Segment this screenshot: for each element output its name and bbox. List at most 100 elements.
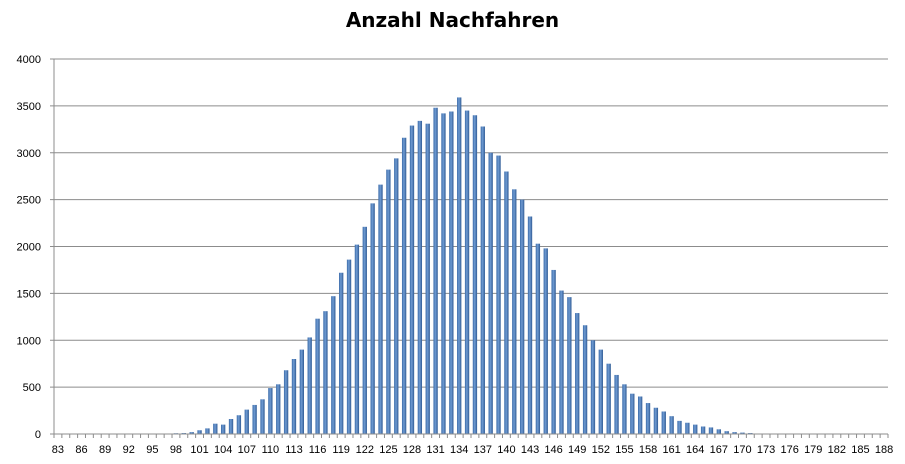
axes [50,58,889,438]
bar-109 [260,399,265,434]
x-tick-label: 137 [474,444,492,456]
x-tick-label: 149 [568,444,586,456]
bar-101 [197,430,202,434]
bar-142 [519,199,525,434]
bar-112 [283,370,289,434]
y-tick-label: 4000 [17,54,41,66]
x-tick-label: 86 [75,444,87,456]
bar-120 [346,259,352,434]
bar-163 [685,422,690,434]
x-tick-label: 158 [639,444,657,456]
bar-127 [401,137,407,434]
x-tick-label: 155 [615,444,633,456]
bar-118 [331,296,336,434]
bar-107 [244,409,249,434]
bar-100 [189,432,194,434]
bar-165 [700,426,706,434]
bar-150 [582,325,588,434]
x-tick-label: 140 [497,444,515,456]
bar-135 [464,110,470,434]
y-tick-label: 3500 [17,101,41,113]
x-tick-label: 170 [733,444,751,456]
x-tick-label: 113 [285,444,303,456]
x-tick-label: 173 [757,444,775,456]
bar-158 [645,403,651,434]
bar-147 [559,290,564,434]
bar-134 [457,97,462,434]
bar-103 [213,423,218,434]
bar-104 [220,424,226,434]
bar-138 [488,152,493,434]
bar-129 [417,120,423,434]
bar-105 [228,419,234,434]
bars [150,97,808,434]
x-tick-label: 182 [828,444,846,456]
x-tick-label: 134 [450,444,468,456]
y-tick-label: 0 [35,429,41,441]
bar-130 [425,123,430,434]
chart-title: Anzahl Nachfahren [345,8,560,32]
x-tick-label: 128 [403,444,421,456]
x-tick-label: 83 [52,444,64,456]
x-tick-label: 167 [710,444,728,456]
bar-169 [732,432,737,434]
bar-154 [614,374,619,434]
bar-111 [276,384,281,434]
x-tick-label: 119 [332,444,350,456]
bar-156 [630,393,635,434]
x-tick-label: 125 [379,444,397,456]
x-tick-label: 179 [804,444,822,456]
bar-167 [716,429,722,434]
x-tick-label: 98 [170,444,182,456]
bar-116 [315,318,320,434]
x-tick-label: 185 [851,444,869,456]
bar-152 [598,349,603,434]
bar-160 [661,411,666,434]
bar-162 [677,420,682,434]
bar-131 [433,107,438,434]
bar-125 [386,169,391,434]
y-tick-label: 2500 [17,195,41,207]
bar-170 [740,432,745,434]
x-tick-label: 164 [686,444,704,456]
bar-164 [693,424,698,434]
bar-143 [527,216,533,434]
bar-141 [512,189,517,434]
bar-159 [653,407,659,434]
bar-115 [307,337,312,434]
bar-161 [669,416,674,434]
x-tick-label: 110 [262,444,280,456]
bar-108 [252,404,257,434]
bar-166 [708,427,714,434]
bar-140 [504,171,509,434]
x-tick-label: 143 [521,444,539,456]
y-tick-label: 1000 [17,335,41,347]
x-tick-label: 89 [99,444,111,456]
bar-119 [339,272,344,434]
bar-122 [362,226,367,434]
bar-151 [590,340,596,434]
x-tick-label: 95 [146,444,158,456]
bar-113 [291,359,297,434]
bar-168 [724,431,729,434]
bar-132 [441,113,446,434]
grid-lines [54,58,888,388]
x-tick-label: 104 [214,444,232,456]
bar-149 [575,313,580,434]
bar-128 [409,125,415,434]
bar-153 [606,363,611,434]
bar-146 [551,269,556,434]
bar-114 [299,349,305,434]
x-axis-tick-labels: 83 86 89 92 95 98 101 104 107 110 113 116 119 122 125 1… [52,444,893,456]
bar-157 [637,396,643,434]
x-tick-label: 161 [662,444,680,456]
bar-102 [205,428,210,434]
bar-110 [268,388,273,434]
x-tick-label: 107 [238,444,256,456]
x-tick-label: 116 [309,444,327,456]
bar-123 [370,203,375,434]
x-tick-label: 92 [123,444,135,456]
bar-126 [394,158,399,434]
x-tick-label: 176 [780,444,798,456]
